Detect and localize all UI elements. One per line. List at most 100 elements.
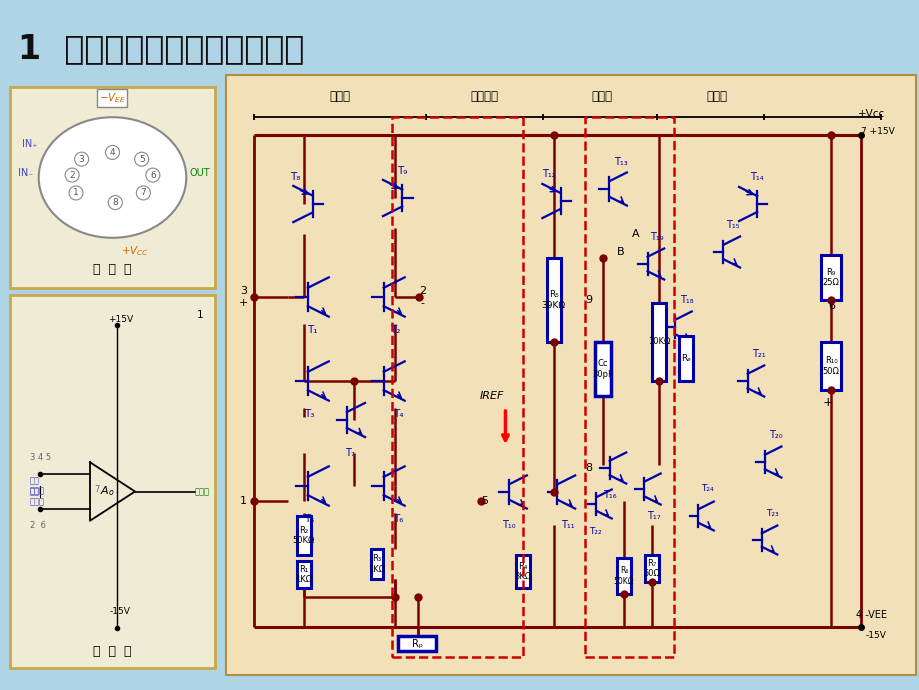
- Text: T₂₂: T₂₂: [588, 526, 601, 535]
- Text: 3 4 5: 3 4 5: [30, 453, 51, 462]
- Text: 10KΩ: 10KΩ: [647, 337, 670, 346]
- Text: T₆: T₆: [393, 514, 403, 524]
- Text: T₁₈: T₁₈: [679, 295, 693, 305]
- Bar: [820, 255, 841, 300]
- Text: T₁₃: T₁₃: [613, 157, 627, 167]
- Text: $A_o$: $A_o$: [100, 484, 115, 498]
- Bar: [391, 117, 522, 657]
- Text: 4: 4: [109, 148, 115, 157]
- Text: 输出端: 输出端: [195, 487, 210, 496]
- Text: T₁₅: T₁₅: [726, 220, 739, 230]
- Text: 6: 6: [150, 170, 155, 179]
- Text: 2  6: 2 6: [30, 520, 46, 530]
- Text: 9: 9: [584, 295, 592, 305]
- Text: R₄
3KΩ: R₄ 3KΩ: [514, 562, 531, 581]
- Text: 1: 1: [197, 310, 203, 320]
- Bar: [297, 516, 311, 555]
- Text: T₉: T₉: [396, 166, 407, 176]
- Text: 7: 7: [94, 485, 99, 494]
- Text: 8: 8: [112, 198, 118, 207]
- Bar: [652, 303, 665, 381]
- Text: 4 -VEE: 4 -VEE: [856, 610, 887, 620]
- Text: T₈: T₈: [289, 172, 300, 182]
- Text: 8: 8: [584, 463, 592, 473]
- Bar: [226, 75, 915, 675]
- Bar: [398, 636, 436, 651]
- Text: 1: 1: [240, 496, 246, 506]
- Text: +15V: +15V: [108, 315, 133, 324]
- Text: IN₋: IN₋: [18, 168, 33, 177]
- Text: 偏置电路: 偏置电路: [471, 90, 498, 103]
- Text: OUT: OUT: [189, 168, 210, 177]
- Text: T₁₇: T₁₇: [646, 511, 660, 521]
- Bar: [595, 342, 610, 396]
- Text: -15V: -15V: [865, 631, 885, 640]
- Bar: [584, 117, 674, 657]
- Text: B: B: [617, 247, 624, 257]
- Text: 5: 5: [139, 155, 144, 164]
- Text: 3
+: 3 +: [238, 286, 247, 308]
- Text: 7 +15V: 7 +15V: [860, 128, 894, 137]
- Bar: [370, 549, 383, 579]
- Bar: [546, 258, 560, 342]
- Text: 1: 1: [74, 188, 79, 197]
- Text: 接  线  图: 接 线 图: [93, 645, 131, 658]
- Text: 顶  视  图: 顶 视 图: [93, 263, 131, 276]
- Text: $+V_{CC}$: $+V_{CC}$: [120, 244, 149, 257]
- Text: R₇
50Ω: R₇ 50Ω: [642, 559, 660, 578]
- Circle shape: [69, 186, 83, 200]
- Circle shape: [106, 146, 119, 159]
- Text: 5: 5: [481, 496, 488, 506]
- Circle shape: [134, 152, 149, 166]
- Text: R₁
1KΩ: R₁ 1KΩ: [295, 565, 312, 584]
- Text: 输入级: 输入级: [329, 90, 350, 103]
- Text: 2
-: 2 -: [419, 286, 425, 308]
- Text: 反相
输入端: 反相 输入端: [30, 487, 45, 506]
- Ellipse shape: [39, 117, 186, 238]
- Bar: [10, 87, 215, 288]
- Text: R₉
25Ω: R₉ 25Ω: [822, 268, 839, 287]
- Circle shape: [108, 195, 122, 210]
- Text: T₄: T₄: [392, 409, 403, 419]
- Text: R₃
1KΩ: R₃ 1KΩ: [369, 554, 385, 573]
- Circle shape: [146, 168, 160, 182]
- Text: T₂₁: T₂₁: [751, 349, 765, 359]
- Text: $-V_{EE}$: $-V_{EE}$: [99, 91, 126, 105]
- Text: T₂₄: T₂₄: [700, 484, 713, 493]
- Text: T₁₆: T₁₆: [603, 490, 617, 500]
- Text: Rₑ: Rₑ: [680, 354, 690, 363]
- Bar: [297, 561, 311, 588]
- Circle shape: [65, 168, 79, 182]
- Text: R₆
50KΩ: R₆ 50KΩ: [613, 566, 634, 586]
- Text: T₇: T₇: [345, 448, 355, 458]
- Bar: [820, 342, 841, 390]
- Text: T₁₉: T₁₉: [650, 232, 664, 242]
- Text: 同相
输入端: 同相 输入端: [30, 476, 45, 496]
- Bar: [97, 89, 128, 107]
- Text: -15V: -15V: [110, 607, 130, 616]
- Text: T₂₀: T₂₀: [768, 430, 782, 440]
- Circle shape: [74, 152, 88, 166]
- Text: R₂
50KΩ: R₂ 50KΩ: [292, 526, 315, 545]
- Text: T₁₁: T₁₁: [560, 520, 573, 530]
- Text: R₅
39KΩ: R₅ 39KΩ: [541, 290, 565, 310]
- Text: A: A: [631, 229, 639, 239]
- Text: T₁₀: T₁₀: [502, 520, 516, 530]
- Text: 2: 2: [69, 170, 74, 179]
- Text: 1  通用型集成电路运算放大器: 1 通用型集成电路运算放大器: [18, 32, 304, 65]
- Text: T₂₃: T₂₃: [766, 509, 778, 518]
- Text: T₁₂: T₁₂: [541, 169, 555, 179]
- Bar: [516, 555, 529, 588]
- Text: 6: 6: [827, 301, 834, 311]
- Text: R₁₀
50Ω: R₁₀ 50Ω: [822, 356, 839, 375]
- Text: Cc
30pF: Cc 30pF: [592, 359, 613, 379]
- Bar: [10, 295, 215, 668]
- Text: 3: 3: [79, 155, 85, 164]
- Bar: [617, 558, 630, 594]
- Text: T₂: T₂: [390, 325, 400, 335]
- Text: 中间级: 中间级: [591, 90, 612, 103]
- Text: Rₚ: Rₚ: [412, 638, 423, 649]
- Text: T₅: T₅: [303, 514, 313, 524]
- Text: T₁₄: T₁₄: [750, 172, 764, 182]
- Bar: [678, 336, 692, 381]
